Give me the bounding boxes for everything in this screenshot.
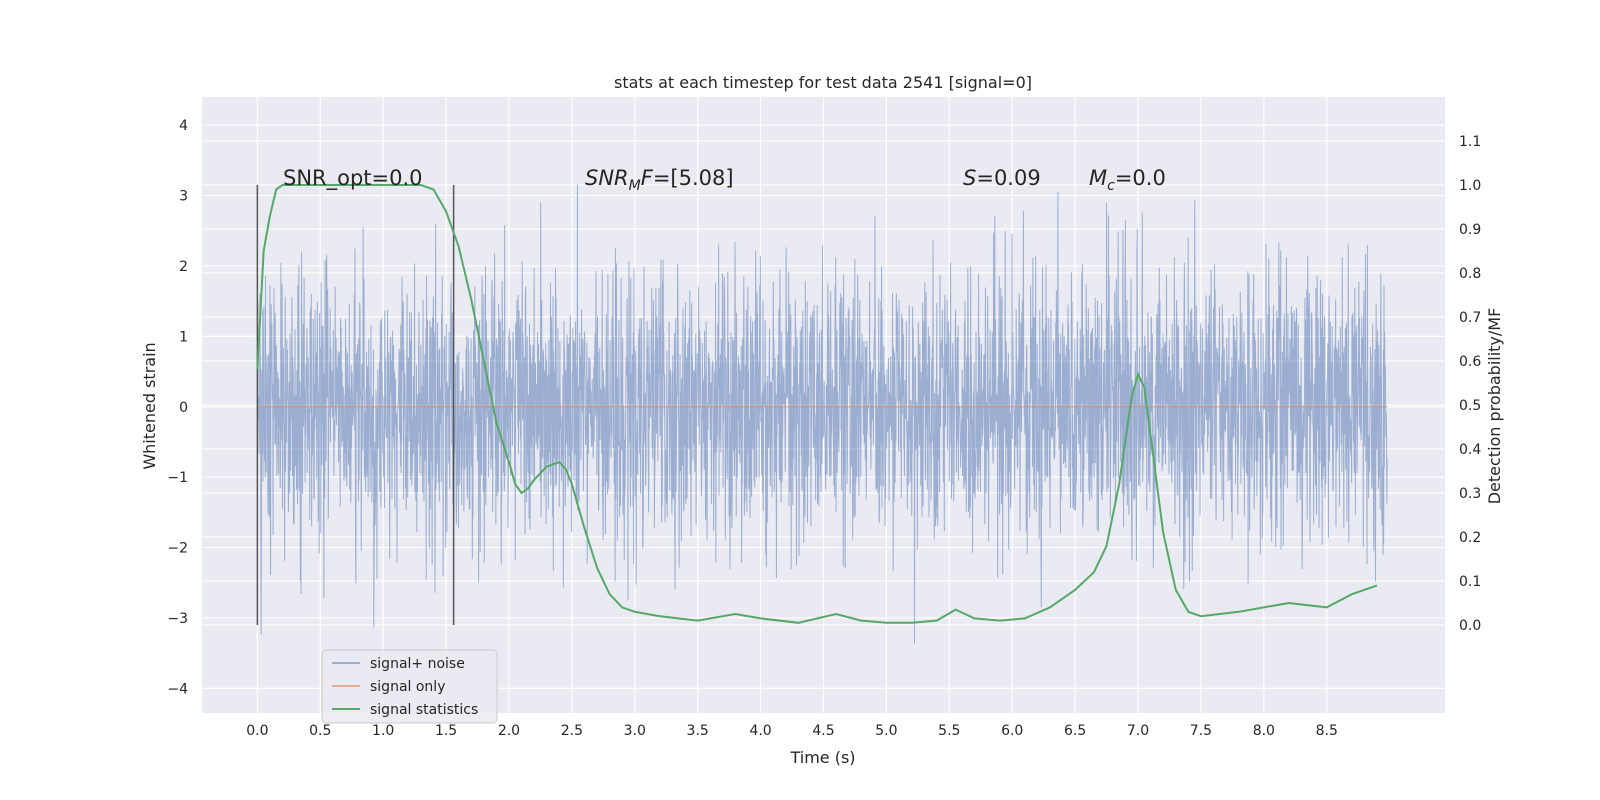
y-right-tick-label: 0.8	[1459, 266, 1481, 282]
annotation-snr-opt: SNR_opt=0.0	[283, 166, 423, 191]
y-right-tick-label: 1.0	[1459, 178, 1481, 194]
y-left-tick-label: −1	[167, 470, 188, 486]
annotation-s-value: =0.09	[976, 166, 1040, 190]
chart-title: stats at each timestep for test data 254…	[614, 73, 1032, 92]
y-right-tick-label: 0.7	[1459, 310, 1481, 326]
legend-box	[321, 649, 498, 724]
y-left-tick-label: −3	[167, 611, 188, 627]
legend-label-signal-statistics: signal statistics	[370, 702, 478, 718]
legend: signal+ noise signal only signal statist…	[321, 649, 498, 724]
y-left-tick-label: 2	[179, 259, 188, 275]
y-axis-label-right: Detection probability/MF	[1485, 308, 1504, 505]
x-tick-label: 7.0	[1127, 723, 1149, 739]
annotation-snr-mf-rest: =[5.08]	[653, 166, 734, 190]
y-axis-label-left: Whitened strain	[140, 342, 159, 469]
annotation-snr-mf: SNRMF=[5.08]	[585, 166, 734, 194]
annotation-mc-sub: c	[1107, 178, 1115, 194]
y-left-tick-label: 1	[179, 329, 188, 345]
y-left-tick-label: −2	[167, 541, 188, 557]
series-signal-noise	[256, 184, 1388, 644]
x-tick-label: 7.5	[1190, 723, 1212, 739]
x-tick-label: 2.0	[498, 723, 520, 739]
y-left-tick-label: 4	[179, 118, 188, 134]
x-tick-label: 6.5	[1064, 723, 1086, 739]
annotation-mc: Mc=0.0	[1089, 166, 1166, 194]
y-right-tick-label: 0.5	[1459, 398, 1481, 414]
x-tick-label: 6.0	[1001, 723, 1023, 739]
x-tick-label: 5.5	[938, 723, 960, 739]
y-right-tick-label: 1.1	[1459, 134, 1481, 150]
y-right-tick-label: 0.4	[1459, 442, 1481, 458]
x-tick-label: 3.5	[687, 723, 709, 739]
signal-statistics-line	[256, 184, 1378, 624]
vertical-markers	[256, 185, 455, 625]
tick-labels: 0.0 0.5 1.0 1.5 2.0 2.5 3.0 3.5 4.0 4.5 5.0 5.5 6.0 6…	[167, 118, 1481, 739]
x-tick-label: 0.0	[246, 723, 268, 739]
signal-noise-line	[256, 184, 1388, 644]
x-tick-label: 2.5	[561, 723, 583, 739]
series-signal-statistics	[256, 184, 1378, 624]
y-right-tick-label: 0.0	[1459, 618, 1481, 634]
x-tick-label: 0.5	[309, 723, 331, 739]
legend-label-signal-noise: signal+ noise	[370, 656, 465, 672]
x-tick-label: 1.0	[372, 723, 394, 739]
x-tick-label: 4.5	[812, 723, 834, 739]
annotation-mc-var: M	[1089, 166, 1107, 190]
x-tick-label: 4.0	[749, 723, 771, 739]
annotation-snr-mf-base: SNR	[585, 166, 629, 190]
annotation-snr-mf-rest-italic: F	[641, 166, 654, 190]
y-right-tick-label: 0.3	[1459, 486, 1481, 502]
annotation-mc-value: =0.0	[1115, 166, 1166, 190]
legend-label-signal-only: signal only	[370, 679, 445, 695]
x-tick-label: 8.0	[1253, 723, 1275, 739]
x-axis-label: Time (s)	[789, 748, 855, 767]
y-right-tick-label: 0.6	[1459, 354, 1481, 370]
annotation-s-var: S	[963, 166, 976, 190]
x-tick-label: 8.5	[1316, 723, 1338, 739]
x-tick-label: 5.0	[875, 723, 897, 739]
y-right-tick-label: 0.9	[1459, 222, 1481, 238]
y-right-tick-label: 0.2	[1459, 530, 1481, 546]
annotation-snr-mf-sub: M	[629, 178, 641, 194]
x-tick-label: 3.0	[624, 723, 646, 739]
x-tick-label: 1.5	[435, 723, 457, 739]
y-right-tick-label: 0.1	[1459, 574, 1481, 590]
y-left-tick-label: −4	[167, 681, 188, 697]
annotation-s: S=0.09	[963, 166, 1041, 190]
annotations: SNR_opt=0.0 SNRMF=[5.08] S=0.09 Mc=0.0	[283, 166, 1166, 194]
y-left-tick-label: 0	[179, 400, 188, 416]
y-left-tick-label: 3	[179, 189, 188, 205]
